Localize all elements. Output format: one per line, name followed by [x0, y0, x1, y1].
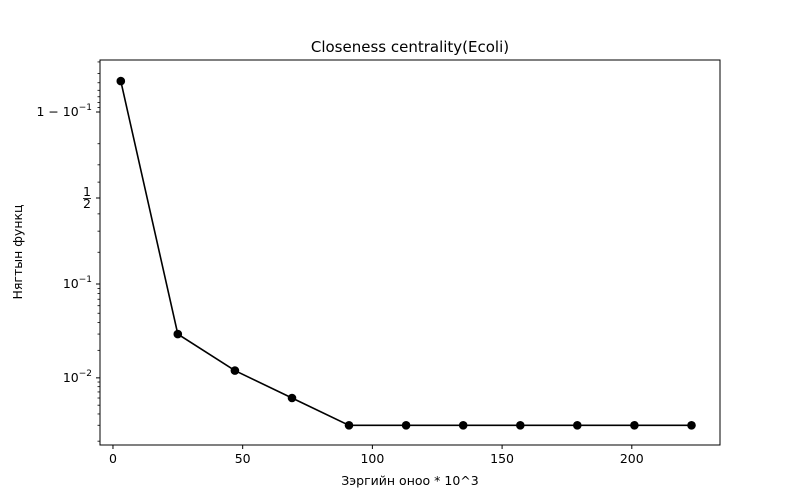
data-point	[344, 421, 354, 430]
chart-title: Closeness centrality(Ecoli)	[311, 38, 509, 56]
data-point	[173, 329, 183, 339]
y-axis-label: Нягтын функц	[10, 204, 25, 299]
data-point	[573, 421, 582, 430]
x-axis: 0 50 100 150 200	[109, 445, 644, 466]
y-tick-label: 1 − 10−1	[36, 103, 92, 119]
data-point	[116, 76, 126, 86]
y-tick-label: 10−2	[63, 369, 92, 385]
data-point	[287, 393, 297, 403]
series-line	[120, 80, 692, 427]
plot-area	[99, 59, 721, 446]
x-tick-label: 100	[360, 451, 384, 466]
x-axis-label: Зэргийн оноо * 10^3	[341, 473, 478, 488]
y-tick-label-denominator: 2	[83, 196, 91, 211]
y-tick-label-numerator: 1	[83, 184, 91, 199]
y-tick-label: 10−1	[63, 275, 92, 291]
y-axis: 1 − 10−1 12 10−1 10−2	[36, 103, 100, 385]
data-point	[516, 421, 525, 430]
data-point	[401, 421, 411, 430]
y-axis-minor-ticks	[97, 61, 100, 442]
x-tick-label: 200	[620, 451, 644, 466]
data-point	[687, 421, 696, 430]
data-point	[230, 366, 240, 375]
x-tick-label: 0	[109, 451, 117, 466]
plot-frame	[99, 59, 721, 446]
data-point	[458, 421, 468, 430]
x-tick-label: 150	[490, 451, 514, 466]
series-layer	[116, 76, 696, 430]
x-tick-label: 50	[235, 451, 251, 466]
data-point	[630, 421, 639, 430]
